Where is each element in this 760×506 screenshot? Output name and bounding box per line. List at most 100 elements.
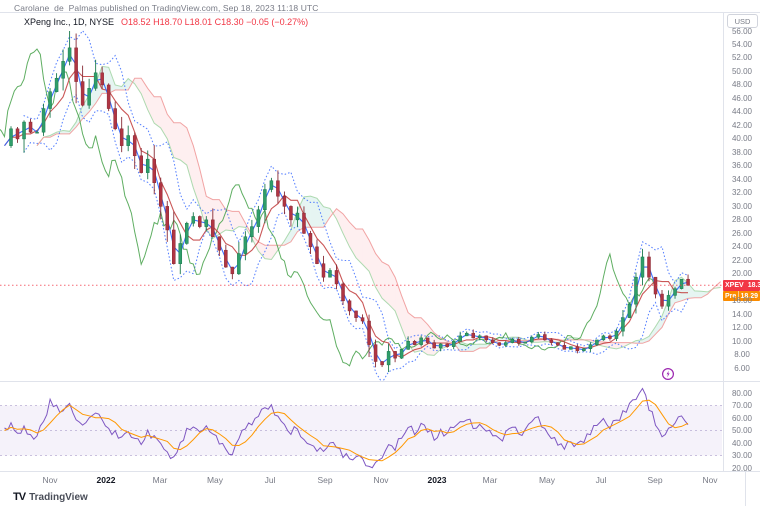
- price-tick-label: 48.00: [731, 80, 753, 90]
- price-tick-label: 8.00: [734, 350, 750, 360]
- time-tick-label: Jul: [264, 475, 276, 485]
- ichimoku-cloud: [356, 228, 363, 265]
- ichimoku-cloud: [642, 336, 649, 344]
- time-tick-label: Nov: [373, 475, 389, 485]
- candle-body: [243, 236, 248, 254]
- tradingview-logo-icon[interactable]: TV: [13, 491, 26, 503]
- ichimoku-cloud: [479, 344, 487, 349]
- ichimoku-cloud: [648, 326, 656, 341]
- candle-body: [119, 128, 124, 146]
- candle-body: [158, 182, 163, 207]
- rsi-tick-label: 20.00: [731, 463, 753, 473]
- ichimoku-cloud: [388, 265, 396, 311]
- candle-body: [373, 344, 378, 362]
- rsi-tick-label: 80.00: [731, 388, 753, 398]
- candle-body: [256, 209, 261, 227]
- candle-body: [517, 338, 521, 344]
- rsi-panel[interactable]: [0, 387, 722, 469]
- candle-body: [399, 349, 404, 359]
- kijun-line: [4, 68, 688, 358]
- candle-body: [230, 266, 235, 275]
- senkou-b-line: [36, 77, 721, 352]
- ichimoku-cloud: [232, 211, 239, 231]
- ichimoku-cloud: [271, 245, 278, 260]
- candle-body: [477, 335, 482, 339]
- price-tick-label: 26.00: [731, 228, 753, 238]
- chikou-span-line: [0, 48, 656, 367]
- ichimoku-cloud: [466, 344, 474, 352]
- candle-body: [432, 342, 436, 349]
- candle-body: [237, 253, 241, 275]
- candle-body: [562, 345, 567, 350]
- time-tick-label: Mar: [482, 475, 498, 485]
- ichimoku-cloud: [343, 213, 350, 247]
- candle-body: [178, 243, 183, 264]
- time-tick-label: Mar: [152, 475, 168, 485]
- candle-body: [35, 131, 39, 134]
- tenkan-line: [4, 53, 689, 365]
- symbol-title[interactable]: XPeng Inc., 1D, NYSE: [24, 17, 115, 27]
- price-tick-label: 36.00: [731, 161, 753, 171]
- price-tick-label: 32.00: [731, 188, 753, 198]
- symbol-legend: XPeng Inc., 1D, NYSE O18.52 H18.70 L18.01…: [24, 17, 308, 27]
- time-tick-label: 2022: [96, 475, 116, 485]
- rsi-tick-label: 40.00: [731, 438, 753, 448]
- ichimoku-cloud: [121, 78, 129, 91]
- candle-body: [48, 91, 52, 109]
- candle-body: [504, 342, 508, 346]
- candle-body: [549, 339, 554, 343]
- ichimoku-cloud: [186, 127, 194, 188]
- ichimoku-cloud: [238, 211, 246, 228]
- bollinger-upper-line: [23, 29, 689, 350]
- candle-body: [22, 121, 26, 140]
- candle-body: [406, 341, 410, 350]
- candle-body: [54, 77, 59, 92]
- candle-body: [451, 341, 456, 347]
- currency-usd-button[interactable]: USD: [727, 14, 758, 28]
- price-tick-label: 56.00: [731, 26, 753, 36]
- candle-body: [172, 229, 176, 264]
- ichimoku-cloud: [323, 206, 330, 228]
- rsi-tick-label: 50.00: [731, 426, 753, 435]
- candle-body: [412, 341, 417, 345]
- price-tick-label: 14.00: [731, 309, 753, 319]
- ichimoku-cloud: [694, 290, 702, 298]
- ichimoku-cloud: [264, 245, 272, 260]
- price-tick-label: 54.00: [731, 39, 753, 49]
- time-tick-label: May: [538, 475, 556, 485]
- ichimoku-cloud: [160, 96, 168, 139]
- candle-body: [575, 346, 580, 351]
- ichimoku-cloud: [134, 78, 142, 94]
- ichimoku-cloud: [167, 114, 174, 158]
- candle-body: [224, 249, 228, 268]
- candle-body: [595, 339, 599, 345]
- idea-marker-icon[interactable]: [661, 367, 675, 381]
- rsi-line: [4, 387, 689, 469]
- ichimoku-cloud: [154, 96, 161, 128]
- ohlc-values: O18.52 H18.70 L18.01 C18.30 −0.05 (−0.27…: [121, 17, 309, 27]
- price-tick-label: 30.00: [731, 201, 753, 211]
- candle-body: [165, 206, 169, 231]
- candle-body: [263, 189, 267, 210]
- ichimoku-cloud: [473, 344, 480, 352]
- candle-body: [582, 348, 586, 351]
- time-tick-label: Nov: [702, 475, 718, 485]
- candle-body: [217, 236, 222, 251]
- main-panel[interactable]: [0, 29, 722, 383]
- candle-body: [471, 332, 475, 339]
- candle-body: [464, 332, 469, 337]
- ichimoku-cloud: [609, 342, 617, 349]
- price-tick-label: 50.00: [731, 66, 753, 76]
- ichimoku-cloud: [375, 253, 383, 299]
- candle-body: [87, 88, 91, 106]
- candle-body: [510, 338, 515, 343]
- ichimoku-cloud: [147, 88, 155, 124]
- candle-body: [9, 128, 13, 146]
- publish-attribution: Carolane_de_Palmas published on TradingV…: [14, 3, 319, 13]
- candle-body: [497, 342, 502, 346]
- time-tick-label: 2023: [427, 475, 447, 485]
- candle-body: [328, 270, 332, 278]
- candle-body: [269, 180, 274, 190]
- tradingview-brand-text[interactable]: TradingView: [29, 491, 88, 503]
